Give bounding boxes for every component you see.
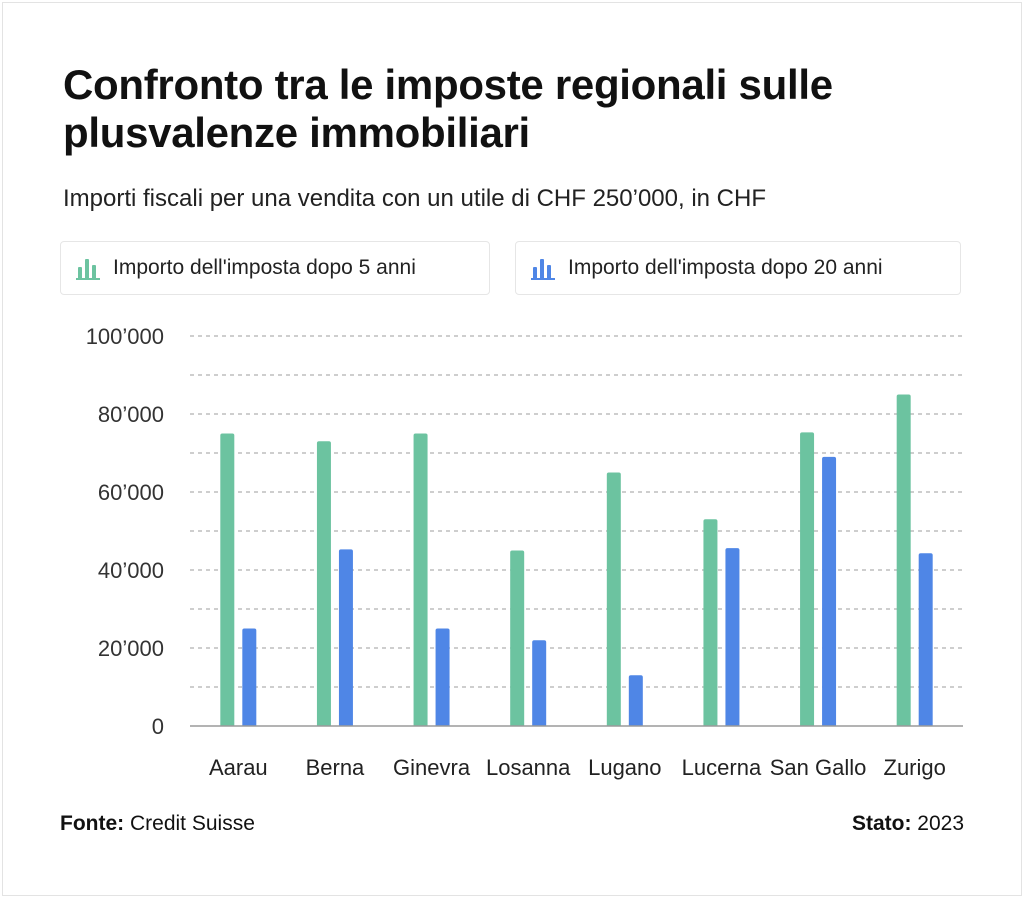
status-value: 2023 (917, 812, 964, 835)
bar-5-years-aarau (220, 433, 235, 726)
chart-title: Confronto tra le imposte regionali sulle… (63, 61, 833, 156)
chart-subtitle: Importi fiscali per una vendita con un u… (63, 185, 767, 212)
bar-chart-icon-blue (531, 259, 555, 280)
bar-5-years-zurigo (896, 394, 911, 726)
bar-5-years-losanna (510, 550, 525, 726)
status-label: Stato: (851, 812, 912, 835)
x-tick-label: Lugano (588, 755, 661, 780)
y-tick-label: 40’000 (98, 558, 164, 583)
y-tick-label: 0 (152, 714, 164, 739)
bar-20-years-ginevra (435, 628, 450, 726)
bar-5-years-berna (316, 441, 331, 726)
bar-20-years-san-gallo (822, 456, 837, 726)
source-label: Fonte: (60, 812, 125, 835)
x-tick-label: Ginevra (393, 755, 471, 780)
y-tick-label: 100’000 (86, 324, 164, 349)
x-tick-label: Lucerna (682, 755, 762, 780)
legend-item-5-years[interactable]: Importo dell'imposta dopo 5 anni (60, 241, 490, 295)
y-tick-label: 60’000 (98, 480, 164, 505)
legend-label-5-years: Importo dell'imposta dopo 5 anni (113, 256, 416, 279)
bar-5-years-san-gallo (800, 432, 815, 726)
bar-20-years-losanna (532, 640, 547, 726)
legend-item-20-years[interactable]: Importo dell'imposta dopo 20 anni (515, 241, 961, 295)
bar-20-years-berna (338, 549, 353, 726)
x-tick-label: San Gallo (770, 755, 867, 780)
bar-5-years-lugano (606, 472, 621, 726)
x-tick-label: Berna (306, 755, 365, 780)
source-note: Fonte: Credit Suisse (60, 812, 255, 836)
bar-20-years-zurigo (918, 553, 933, 726)
y-tick-label: 80’000 (98, 402, 164, 427)
source-value: Credit Suisse (130, 812, 255, 835)
y-tick-label: 20’000 (98, 636, 164, 661)
bar-chart-icon-green (76, 259, 100, 280)
bar-20-years-aarau (242, 628, 257, 726)
x-tick-label: Zurigo (884, 755, 946, 780)
bar-5-years-lucerna (703, 519, 718, 726)
bar-20-years-lucerna (725, 548, 740, 726)
bar-5-years-ginevra (413, 433, 428, 726)
status-note: Stato: 2023 (852, 812, 964, 836)
x-tick-label: Aarau (209, 755, 268, 780)
legend-label-20-years: Importo dell'imposta dopo 20 anni (568, 256, 883, 279)
bar-20-years-lugano (628, 675, 643, 726)
x-tick-label: Losanna (486, 755, 571, 780)
